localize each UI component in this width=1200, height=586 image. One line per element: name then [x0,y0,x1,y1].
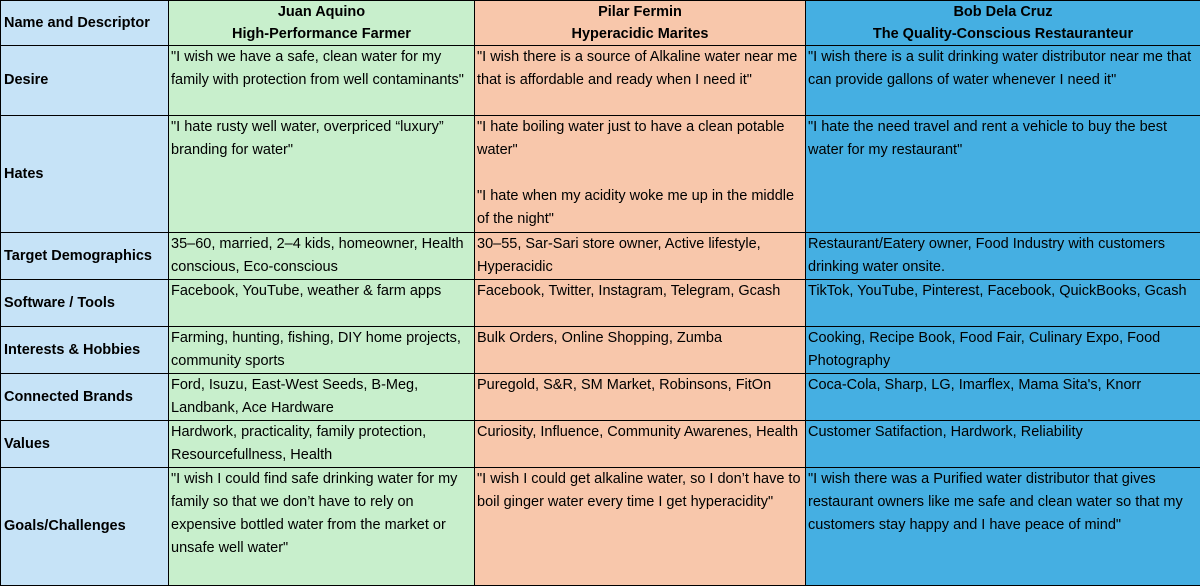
persona-bob-descriptor: The Quality-Conscious Restauranteur [806,23,1200,45]
cell-bob-desire: "I wish there is a sulit drinking water … [806,46,1200,116]
header-label: Name and Descriptor [1,1,169,46]
row-label-values: Values [1,421,169,468]
persona-bob-header: Bob Dela Cruz The Quality-Conscious Rest… [806,1,1200,46]
persona-bob-name: Bob Dela Cruz [806,1,1200,23]
table-row-brands: Connected Brands Ford, Isuzu, East-West … [1,374,1200,421]
persona-juan-header: Juan Aquino High-Performance Farmer [169,1,475,46]
cell-bob-interests: Cooking, Recipe Book, Food Fair, Culinar… [806,327,1200,374]
cell-bob-brands: Coca-Cola, Sharp, LG, Imarflex, Mama Sit… [806,374,1200,421]
cell-juan-desire: "I wish we have a safe, clean water for … [169,46,475,116]
cell-pilar-demographics: 30–55, Sar-Sari store owner, Active life… [475,233,806,280]
cell-pilar-desire: "I wish there is a source of Alkaline wa… [475,46,806,116]
cell-bob-software: TikTok, YouTube, Pinterest, Facebook, Qu… [806,280,1200,327]
cell-bob-values: Customer Satifaction, Hardwork, Reliabil… [806,421,1200,468]
cell-pilar-hates-2: "I hate when my acidity woke me up in th… [477,188,794,227]
row-label-demographics: Target Demographics [1,233,169,280]
row-label-desire: Desire [1,46,169,116]
cell-pilar-software: Facebook, Twitter, Instagram, Telegram, … [475,280,806,327]
table-row-software: Software / Tools Facebook, YouTube, weat… [1,280,1200,327]
cell-bob-hates: "I hate the need travel and rent a vehic… [806,116,1200,233]
cell-pilar-brands: Puregold, S&R, SM Market, Robinsons, Fit… [475,374,806,421]
row-label-brands: Connected Brands [1,374,169,421]
row-label-goals: Goals/Challenges [1,468,169,586]
cell-pilar-interests: Bulk Orders, Online Shopping, Zumba [475,327,806,374]
cell-juan-goals: "I wish I could find safe drinking water… [169,468,475,586]
cell-juan-brands: Ford, Isuzu, East-West Seeds, B-Meg, Lan… [169,374,475,421]
cell-juan-hates: "I hate rusty well water, overpriced “lu… [169,116,475,233]
cell-pilar-hates: "I hate boiling water just to have a cle… [475,116,806,233]
cell-spacer [477,162,803,185]
row-label-interests: Interests & Hobbies [1,327,169,374]
cell-pilar-hates-1: "I hate boiling water just to have a cle… [477,119,784,158]
persona-pilar-name: Pilar Fermin [475,1,805,23]
table-row-desire: Desire "I wish we have a safe, clean wat… [1,46,1200,116]
row-label-hates: Hates [1,116,169,233]
cell-pilar-goals: "I wish I could get alkaline water, so I… [475,468,806,586]
persona-pilar-descriptor: Hyperacidic Marites [475,23,805,45]
cell-juan-software: Facebook, YouTube, weather & farm apps [169,280,475,327]
table-row-demographics: Target Demographics 35–60, married, 2–4 … [1,233,1200,280]
persona-juan-name: Juan Aquino [169,1,474,23]
cell-juan-demographics: 35–60, married, 2–4 kids, homeowner, Hea… [169,233,475,280]
persona-pilar-header: Pilar Fermin Hyperacidic Marites [475,1,806,46]
cell-bob-demographics: Restaurant/Eatery owner, Food Industry w… [806,233,1200,280]
table-row-hates: Hates "I hate rusty well water, overpric… [1,116,1200,233]
table-row-interests: Interests & Hobbies Farming, hunting, fi… [1,327,1200,374]
table-row-goals: Goals/Challenges "I wish I could find sa… [1,468,1200,586]
cell-pilar-values: Curiosity, Influence, Community Awarenes… [475,421,806,468]
cell-juan-interests: Farming, hunting, fishing, DIY home proj… [169,327,475,374]
row-label-software: Software / Tools [1,280,169,327]
header-row: Name and Descriptor Juan Aquino High-Per… [1,1,1200,46]
cell-bob-goals: "I wish there was a Purified water distr… [806,468,1200,586]
cell-juan-values: Hardwork, practicality, family protectio… [169,421,475,468]
persona-juan-descriptor: High-Performance Farmer [169,23,474,45]
table-row-values: Values Hardwork, practicality, family pr… [1,421,1200,468]
